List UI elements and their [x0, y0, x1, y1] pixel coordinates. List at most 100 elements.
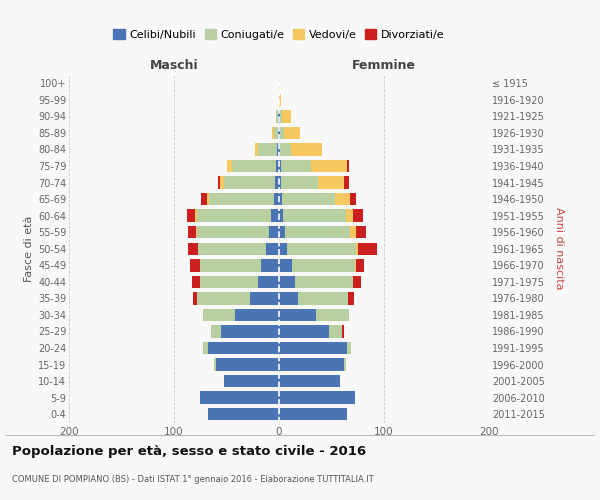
Bar: [287, 242, 356, 255]
Bar: [269, 226, 279, 238]
Bar: [202, 193, 206, 205]
Bar: [218, 176, 220, 189]
Bar: [221, 326, 279, 338]
Bar: [214, 358, 216, 371]
Bar: [279, 342, 347, 354]
Bar: [279, 126, 280, 139]
Bar: [258, 144, 277, 156]
Bar: [278, 110, 279, 122]
Bar: [227, 160, 232, 172]
Bar: [282, 193, 335, 205]
Bar: [188, 242, 198, 255]
Bar: [276, 160, 279, 172]
Bar: [284, 126, 300, 139]
Bar: [279, 226, 286, 238]
Text: Maschi: Maschi: [149, 58, 199, 71]
Bar: [200, 276, 258, 288]
Bar: [329, 326, 342, 338]
Bar: [279, 193, 282, 205]
Legend: Celibi/Nubili, Coniugati/e, Vedovi/e, Divorziati/e: Celibi/Nubili, Coniugati/e, Vedovi/e, Di…: [109, 25, 449, 44]
Bar: [279, 358, 344, 371]
Bar: [196, 226, 197, 238]
Bar: [298, 292, 348, 304]
Bar: [281, 176, 318, 189]
Bar: [188, 226, 196, 238]
Bar: [232, 160, 276, 172]
Bar: [258, 276, 279, 288]
Bar: [279, 292, 298, 304]
Bar: [200, 259, 261, 272]
Bar: [281, 160, 311, 172]
Bar: [347, 160, 349, 172]
Bar: [203, 342, 208, 354]
Bar: [261, 259, 279, 272]
Bar: [272, 126, 274, 139]
Bar: [279, 408, 347, 420]
Bar: [271, 210, 279, 222]
Bar: [274, 193, 279, 205]
Bar: [255, 144, 258, 156]
Bar: [198, 242, 266, 255]
Bar: [344, 358, 346, 371]
Bar: [280, 110, 282, 122]
Bar: [316, 308, 349, 321]
Bar: [346, 210, 353, 222]
Bar: [356, 226, 366, 238]
Bar: [358, 242, 377, 255]
Bar: [193, 292, 197, 304]
Bar: [250, 292, 279, 304]
Bar: [197, 210, 271, 222]
Bar: [276, 110, 278, 122]
Bar: [280, 126, 284, 139]
Bar: [279, 242, 287, 255]
Bar: [279, 144, 280, 156]
Bar: [353, 210, 363, 222]
Bar: [335, 193, 350, 205]
Bar: [220, 176, 224, 189]
Bar: [279, 392, 355, 404]
Bar: [286, 226, 350, 238]
Bar: [280, 144, 290, 156]
Bar: [350, 226, 356, 238]
Bar: [192, 276, 200, 288]
Bar: [282, 110, 290, 122]
Bar: [224, 176, 275, 189]
Bar: [208, 342, 279, 354]
Bar: [211, 326, 221, 338]
Text: Popolazione per età, sesso e stato civile - 2016: Popolazione per età, sesso e stato civil…: [12, 445, 366, 458]
Bar: [275, 176, 279, 189]
Bar: [279, 210, 283, 222]
Bar: [356, 242, 358, 255]
Bar: [279, 94, 281, 106]
Bar: [353, 276, 361, 288]
Bar: [344, 176, 349, 189]
Bar: [224, 375, 279, 388]
Bar: [266, 242, 279, 255]
Bar: [295, 276, 353, 288]
Bar: [350, 193, 356, 205]
Bar: [235, 308, 279, 321]
Bar: [203, 308, 235, 321]
Bar: [190, 259, 200, 272]
Bar: [279, 276, 295, 288]
Bar: [356, 259, 364, 272]
Bar: [311, 160, 347, 172]
Bar: [187, 210, 195, 222]
Bar: [197, 226, 269, 238]
Bar: [279, 176, 281, 189]
Bar: [279, 110, 280, 122]
Bar: [355, 259, 356, 272]
Bar: [278, 126, 279, 139]
Bar: [208, 408, 279, 420]
Bar: [274, 126, 278, 139]
Bar: [279, 308, 316, 321]
Bar: [292, 259, 355, 272]
Bar: [347, 342, 352, 354]
Bar: [279, 326, 329, 338]
Y-axis label: Anni di nascita: Anni di nascita: [554, 208, 564, 290]
Bar: [283, 210, 346, 222]
Bar: [342, 326, 344, 338]
Text: Femmine: Femmine: [352, 58, 416, 71]
Bar: [290, 144, 322, 156]
Bar: [195, 210, 197, 222]
